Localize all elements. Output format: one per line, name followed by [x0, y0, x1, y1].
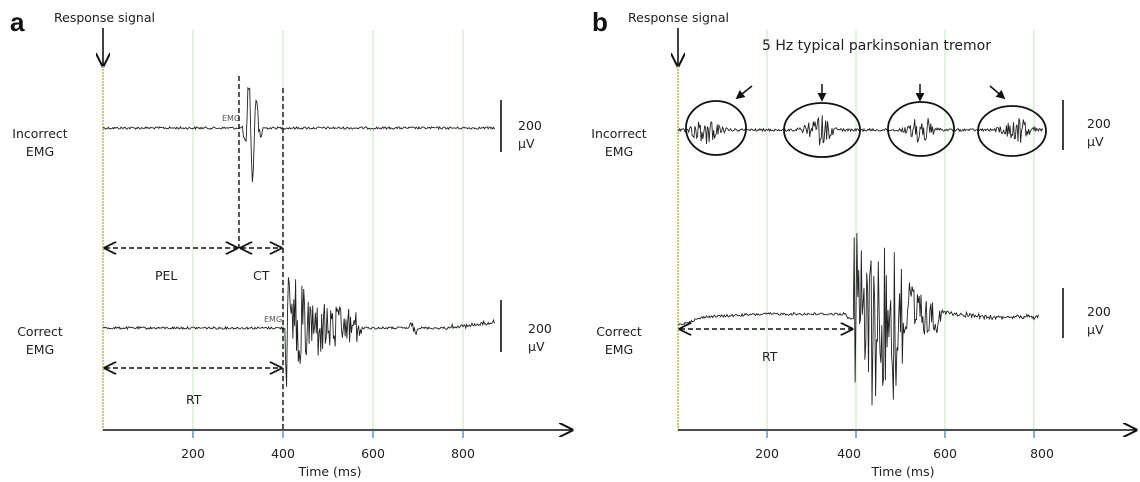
panel-a-x-ticks — [192, 430, 464, 438]
panel-b-tremor-circle-2 — [783, 102, 861, 158]
panel-a-response-signal-label: Response signal — [54, 10, 155, 25]
panel-b-incorrect-scale-value: 200 — [1087, 116, 1111, 131]
panel-a-xtick-200: 200 — [181, 446, 205, 461]
panel-b-tremor-arrow-4 — [989, 85, 1006, 100]
panel-a-xtick-600: 600 — [361, 446, 385, 461]
panel-b-tremor-annotation: 5 Hz typical parkinsonian tremor — [762, 38, 991, 54]
panel-b-incorrect-scale-unit: µV — [1087, 134, 1104, 149]
panel-b-xtick-600: 600 — [933, 446, 957, 461]
panel-a-letter: a — [10, 7, 25, 37]
panel-b-incorrect-label-line2: EMG — [605, 144, 633, 159]
panel-a-xtick-800: 800 — [451, 446, 475, 461]
panel-b-x-axis-label: Time (ms) — [870, 464, 934, 479]
panel-b-xtick-400: 400 — [837, 446, 861, 461]
panel-a-xtick-400: 400 — [271, 446, 295, 461]
panel-a-pel-label: PEL — [155, 268, 177, 283]
panel-b-rt-label: RT — [762, 349, 778, 364]
panel-b-tremor-arrow-1 — [735, 85, 753, 100]
panel-b-tremor-circle-3 — [887, 101, 955, 157]
panel-a-incorrect-label-line1: Incorrect — [12, 126, 67, 141]
panel-b-x-ticks — [766, 430, 1035, 438]
panel-a-correct-emg-trace — [102, 277, 495, 387]
panel-a-incorrect-label-line2: EMG — [26, 144, 54, 159]
panel-a: a Response signal 200 400 600 800 Time (… — [10, 7, 572, 479]
panel-b-tremor-circle-1 — [685, 100, 747, 156]
panel-b-tremor-circle-4 — [977, 105, 1047, 157]
panel-a-correct-scale-value: 200 — [528, 321, 552, 336]
panel-b-response-signal-label: Response signal — [628, 10, 729, 25]
panel-b-correct-label-line2: EMG — [605, 342, 633, 357]
panel-b-letter: b — [592, 7, 608, 37]
panel-b-incorrect-label-line1: Incorrect — [591, 126, 646, 141]
panel-b-correct-scale-value: 200 — [1087, 304, 1111, 319]
panel-a-correct-scale-unit: µV — [528, 339, 545, 354]
panel-a-correct-label-line2: EMG — [26, 342, 54, 357]
panel-a-rt-label: RT — [186, 392, 202, 407]
panel-a-x-axis-label: Time (ms) — [297, 464, 361, 479]
panel-a-incorrect-scale-unit: µV — [518, 136, 535, 151]
panel-b-correct-scale-unit: µV — [1087, 322, 1104, 337]
panel-a-ct-label: CT — [253, 268, 270, 283]
panel-b-correct-label-line1: Correct — [596, 324, 642, 339]
panel-b-grid — [766, 30, 1035, 430]
panel-a-incorrect-emg-tag: EMG — [222, 114, 240, 123]
panel-b-correct-emg-trace — [677, 233, 1039, 406]
panel-a-incorrect-emg-trace — [102, 86, 495, 183]
panel-b: b Response signal 200 400 600 800 Time (… — [591, 7, 1136, 479]
panel-a-correct-emg-tag: EMG — [264, 315, 282, 324]
panel-a-correct-label-line1: Correct — [17, 324, 63, 339]
panel-a-incorrect-scale-value: 200 — [518, 118, 542, 133]
panel-b-xtick-800: 800 — [1030, 446, 1054, 461]
panel-b-xtick-200: 200 — [755, 446, 779, 461]
panel-a-grid — [192, 30, 464, 430]
